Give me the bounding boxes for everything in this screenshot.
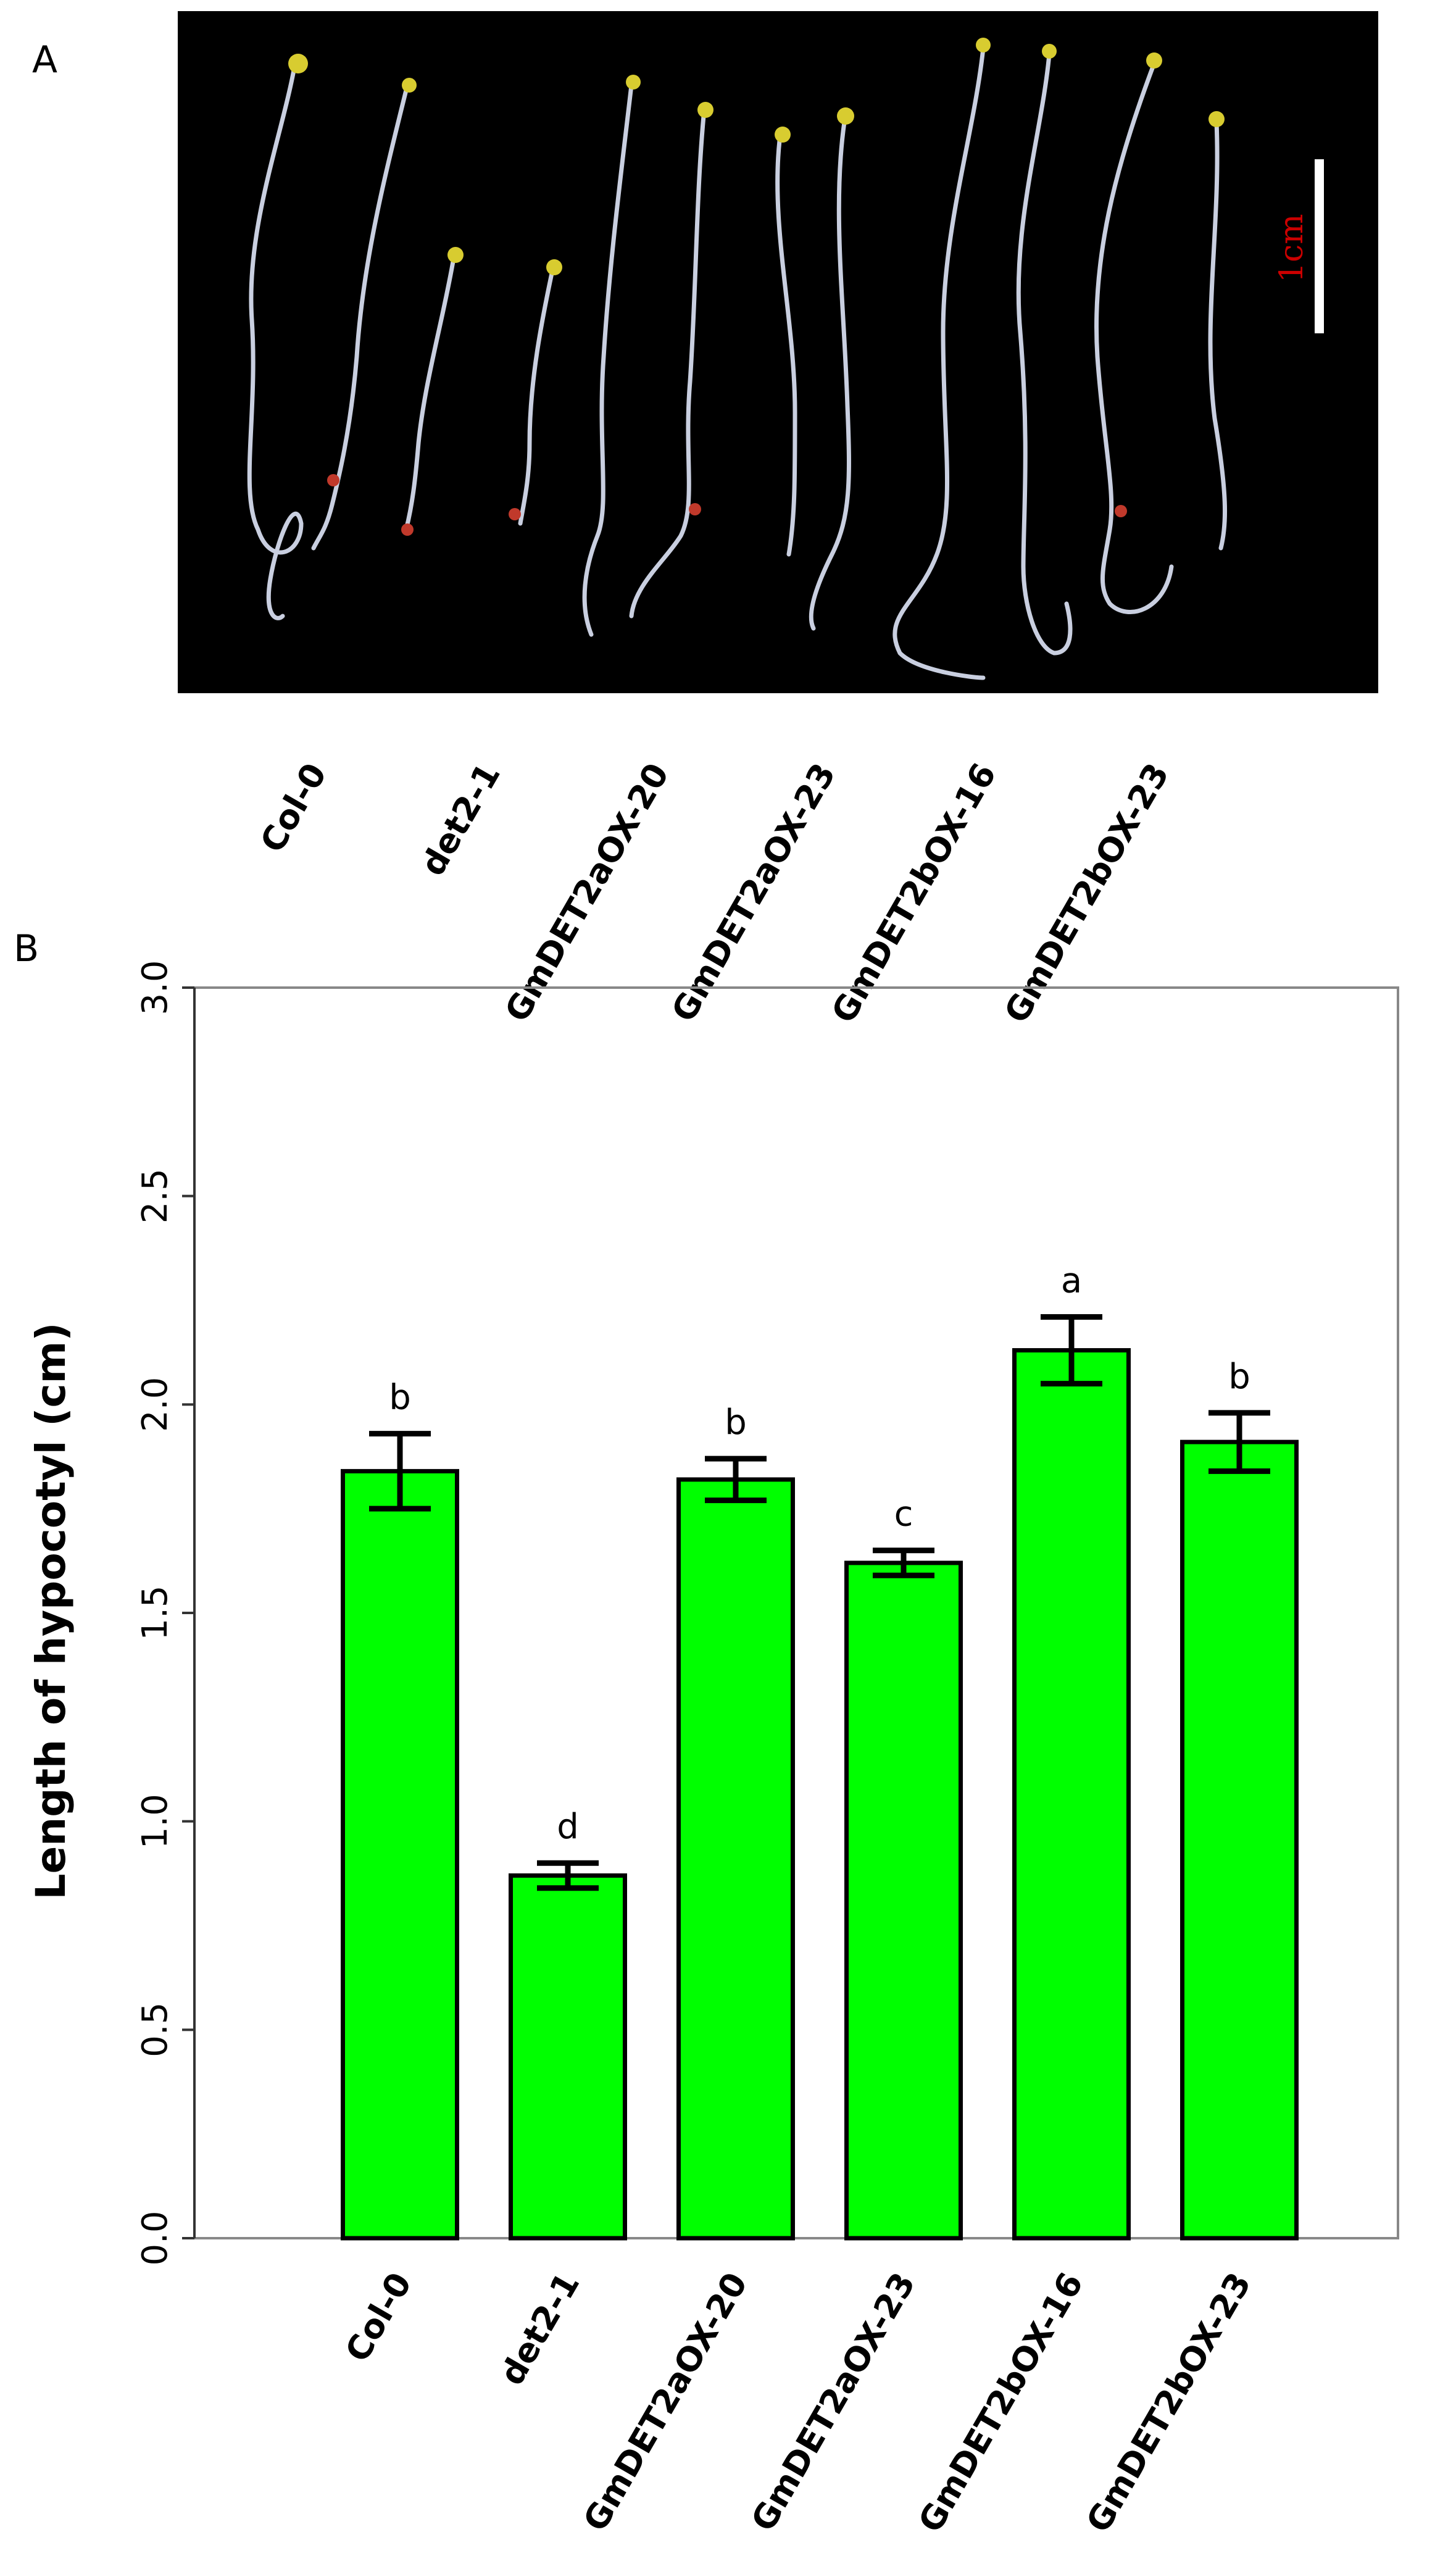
y-tick-label: 2.0 — [135, 1377, 175, 1432]
seedling — [311, 83, 410, 551]
genotype-label: Col-0 — [252, 756, 335, 859]
cotyledon — [447, 247, 464, 263]
significance-letter: d — [557, 1807, 579, 1847]
seed-coat — [401, 523, 414, 536]
y-tick-label: 0.5 — [135, 2002, 175, 2057]
significance-letter: b — [389, 1378, 411, 1418]
seedling — [809, 120, 851, 631]
cotyledon — [1042, 44, 1057, 59]
bar-chart: Length of hypocotyl (cm) 0.0 0.5 1.0 1.5 2.0… — [27, 960, 1399, 2539]
cotyledon — [546, 259, 562, 275]
x-tick-label: GmDET2aOX-20 — [576, 2266, 755, 2538]
seedling — [775, 138, 797, 557]
cotyledon — [837, 107, 854, 125]
significance-letter: a — [1061, 1261, 1082, 1301]
bar — [1012, 1348, 1131, 2241]
cotyledon — [626, 75, 641, 90]
seedling — [1094, 64, 1174, 614]
panel-a-label: A — [32, 38, 58, 81]
significance-letter: b — [725, 1402, 747, 1443]
seed-coat — [689, 503, 701, 515]
seedling — [1208, 120, 1228, 551]
seedling-drawing: 1cm — [247, 38, 1324, 680]
bar — [341, 1468, 459, 2241]
x-tick-label: GmDET2aOX-23 — [744, 2266, 923, 2538]
significance-letter: c — [894, 1494, 913, 1535]
genotype-label: det2-1 — [413, 756, 509, 883]
y-tick-label: 1.5 — [135, 1585, 175, 1640]
scale-bar-label: 1cm — [1273, 214, 1310, 283]
cotyledon — [976, 38, 991, 52]
cotyledon — [1208, 111, 1225, 127]
significance-letter: b — [1228, 1357, 1250, 1397]
cotyledon — [697, 102, 713, 118]
x-tick-label: det2-1 — [492, 2266, 587, 2392]
bar — [1180, 1439, 1299, 2241]
cotyledon — [402, 78, 417, 93]
x-tick-label: GmDET2bOX-16 — [911, 2266, 1091, 2539]
seed-coat — [327, 474, 339, 486]
bar — [844, 1560, 963, 2241]
x-tick-label: GmDET2bOX-23 — [1079, 2266, 1259, 2539]
seedling — [404, 256, 456, 532]
seedling — [582, 83, 634, 637]
seed-coat — [1115, 505, 1127, 517]
bar — [509, 1873, 627, 2241]
bar — [676, 1477, 795, 2241]
cotyledon — [1146, 52, 1162, 69]
y-tick-label: 3.0 — [135, 960, 175, 1015]
seedling — [892, 46, 986, 680]
seedling — [629, 114, 706, 619]
x-tick-label: Col-0 — [338, 2266, 419, 2368]
cotyledon — [775, 127, 791, 143]
y-tick-label: 1.0 — [135, 1794, 175, 1849]
y-tick-label: 0.0 — [135, 2210, 175, 2265]
seedling — [1016, 52, 1073, 656]
seed-coat — [509, 508, 521, 520]
panel-b-label: B — [14, 927, 40, 970]
seedling — [518, 268, 555, 526]
cotyledon — [288, 54, 308, 73]
y-tick-label: 2.5 — [135, 1168, 175, 1223]
seedling-photo: 1cm — [178, 11, 1378, 693]
scale-bar — [1315, 159, 1324, 333]
y-axis-label: Length of hypocotyl (cm) — [27, 1322, 75, 1899]
seedling — [247, 61, 304, 620]
